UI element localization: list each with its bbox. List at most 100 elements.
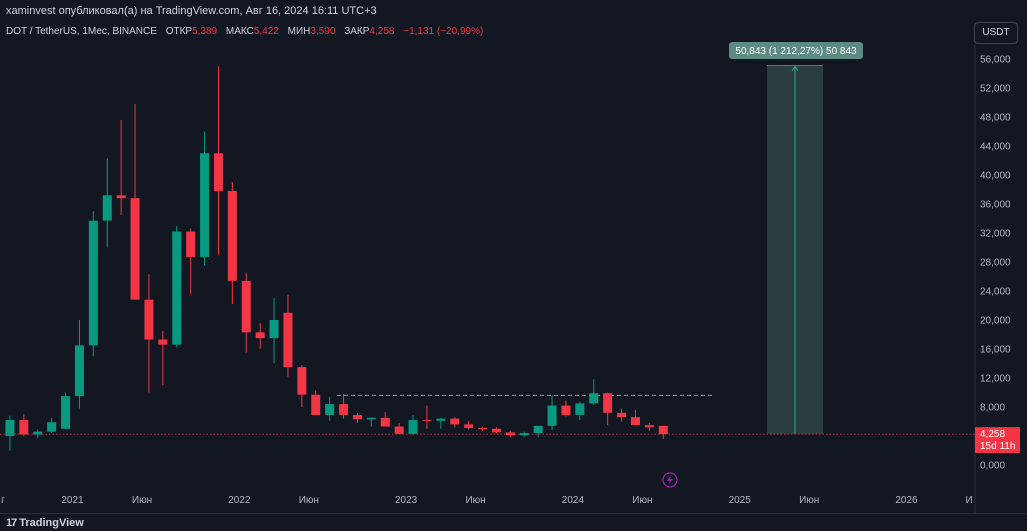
symbol-legend[interactable]: DOT / TetherUS, 1Мес, BINANCE ОТКР5,389 … — [0, 22, 489, 42]
price-axis[interactable]: 56,000 52,000 48,000 44,000 40,000 36,000 32,0… — [980, 55, 1011, 472]
candle-body — [47, 422, 57, 432]
candle-body — [33, 431, 43, 435]
price-chart[interactable]: 56,000 52,000 48,000 44,000 40,000 36,000 32,0… — [0, 0, 1027, 513]
candle — [603, 392, 613, 426]
x-tick-label: 2025 — [729, 495, 752, 506]
y-tick-label: 20,000 — [980, 316, 1011, 327]
candle — [200, 131, 210, 266]
y-tick-label: 16,000 — [980, 345, 1011, 356]
candle — [227, 182, 237, 305]
candle — [450, 417, 460, 428]
tradingview-logo-icon: 17 — [6, 517, 17, 529]
candle — [617, 408, 627, 422]
candle-body — [436, 418, 446, 421]
candle — [436, 417, 446, 429]
candle-body — [241, 280, 251, 333]
candle-body — [172, 231, 182, 345]
candle — [491, 427, 501, 434]
candle — [283, 294, 293, 377]
x-tick-label: 2026 — [895, 495, 918, 506]
candle-body — [200, 153, 210, 257]
measure-label-box — [729, 42, 863, 59]
x-tick-label: Июн — [465, 495, 485, 506]
price-levels — [0, 394, 975, 435]
candle — [33, 429, 43, 439]
candle — [408, 414, 418, 436]
lightning-icon[interactable] — [662, 472, 678, 488]
candle-body — [325, 404, 335, 415]
x-tick-label: Июн — [799, 495, 819, 506]
tradingview-logo[interactable]: 17 TradingView — [6, 517, 84, 529]
measure-arrow-head — [791, 65, 799, 71]
candle-body — [186, 231, 196, 257]
measure-label: 50,843 (1 212,27%) 50 843 — [735, 46, 857, 57]
candle — [519, 431, 529, 437]
candle — [116, 119, 126, 215]
high-value: 5,422 — [253, 26, 279, 37]
publisher-line: xaminvest опубликовал(а) на TradingView.… — [0, 0, 1027, 22]
candle — [5, 415, 15, 451]
y-tick-label: 52,000 — [980, 84, 1011, 95]
candle-body — [547, 405, 557, 426]
y-tick-label: 36,000 — [980, 200, 1011, 211]
candle — [102, 158, 112, 248]
change-value: −1,131 (−20,99%) — [403, 26, 484, 37]
candle — [575, 401, 585, 421]
countdown-label: 15d 11h — [980, 441, 1015, 452]
candle-body — [533, 425, 543, 434]
open-value: 5,389 — [192, 26, 218, 37]
candle-body — [102, 195, 112, 221]
candle-body — [366, 417, 376, 420]
candle — [366, 417, 376, 427]
symbol-title[interactable]: DOT / TetherUS, 1Мес, BINANCE — [6, 26, 157, 37]
x-tick-label: 2021 — [61, 495, 84, 506]
candle-body — [227, 190, 237, 281]
candle — [505, 430, 515, 438]
y-tick-label: 8,000 — [980, 403, 1005, 414]
candle-body — [158, 339, 168, 345]
candle — [464, 420, 474, 430]
candle — [144, 274, 154, 393]
candle — [186, 228, 196, 295]
y-tick-label: 12,000 — [980, 374, 1011, 385]
candle — [158, 330, 168, 386]
x-tick-label: 2023 — [395, 495, 418, 506]
y-tick-label: 0,000 — [980, 461, 1005, 472]
currency-button[interactable]: USDT — [974, 22, 1018, 44]
y-tick-label: 32,000 — [980, 229, 1011, 240]
x-tick-label: Июн — [132, 495, 152, 506]
candle — [533, 425, 543, 437]
candle — [213, 66, 223, 255]
x-tick-label: 2024 — [562, 495, 585, 506]
candle — [269, 298, 279, 364]
candle-body — [311, 394, 321, 415]
candle-body — [380, 417, 390, 427]
footer-bar: 17 TradingView — [0, 513, 1027, 531]
tradingview-logo-text: TradingView — [19, 517, 84, 529]
y-tick-label: 48,000 — [980, 113, 1011, 124]
candle-body — [575, 403, 585, 415]
candle — [478, 426, 488, 431]
price-range-measure[interactable]: 50,843 (1 212,27%) 50 843 — [729, 42, 863, 435]
candle-body — [617, 412, 627, 418]
x-tick-label: Июн — [299, 495, 319, 506]
time-axis[interactable]: г 2021 Июн 2022 Июн 2023 Июн 2024 Июн 2025 Июн 2026… — [1, 495, 972, 506]
candle-body — [74, 345, 84, 397]
candle — [61, 392, 71, 430]
candle — [47, 417, 57, 434]
candle-body — [464, 424, 474, 429]
y-tick-label: 56,000 — [980, 55, 1011, 66]
candle-body — [19, 420, 29, 435]
events-marker[interactable] — [662, 472, 678, 488]
close-label: ЗАКР — [344, 26, 370, 37]
candle-body — [352, 414, 362, 420]
candle — [380, 412, 390, 427]
last-price-label: 4,258 — [980, 429, 1005, 440]
candle — [325, 396, 335, 421]
candle-body — [144, 299, 154, 340]
candle-body — [255, 332, 265, 339]
x-tick-label: 2022 — [228, 495, 251, 506]
candle — [74, 320, 84, 409]
candle — [352, 412, 362, 423]
